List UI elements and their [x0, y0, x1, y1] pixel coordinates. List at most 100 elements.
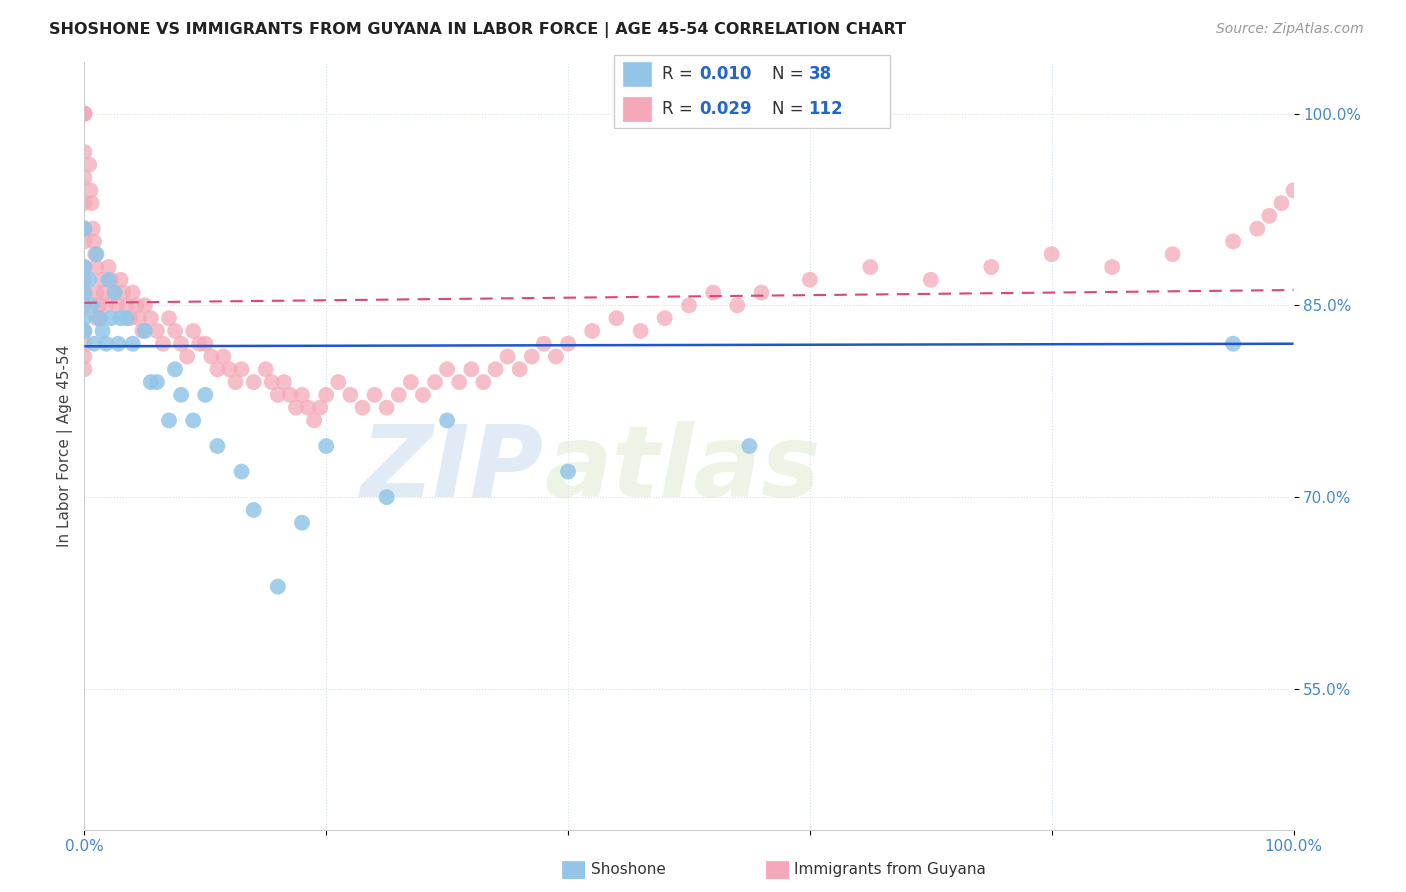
Point: [309, 401, 332, 415]
Point: [73, 260, 96, 274]
Point: [80, 196, 103, 211]
Point: [86, 285, 108, 300]
Point: [73, 324, 96, 338]
Bar: [623, 62, 651, 87]
Point: [859, 260, 882, 274]
Point: [267, 388, 290, 402]
Point: [181, 413, 204, 427]
Text: N =: N =: [772, 100, 808, 118]
Point: [84, 247, 107, 261]
Text: Shoshone: Shoshone: [591, 863, 665, 877]
Point: [1101, 260, 1123, 274]
Point: [375, 490, 398, 504]
Point: [94, 298, 117, 312]
Point: [146, 324, 169, 338]
Point: [194, 336, 217, 351]
Point: [125, 298, 148, 312]
Point: [104, 285, 127, 300]
Point: [77, 158, 100, 172]
Point: [472, 375, 495, 389]
Point: [1270, 196, 1292, 211]
Point: [73, 106, 96, 120]
Point: [146, 375, 169, 389]
Text: 0.029: 0.029: [699, 100, 751, 118]
Point: [1222, 336, 1244, 351]
Point: [100, 311, 122, 326]
Point: [291, 516, 314, 530]
Point: [165, 324, 187, 338]
Point: [557, 336, 579, 351]
Point: [242, 375, 264, 389]
Point: [73, 362, 96, 376]
Text: 0.010: 0.010: [699, 65, 751, 83]
Point: [73, 221, 96, 235]
Point: [73, 324, 96, 338]
Point: [73, 285, 96, 300]
Bar: [623, 96, 651, 121]
Point: [83, 235, 105, 249]
Point: [188, 336, 211, 351]
Text: ZIP: ZIP: [361, 420, 544, 517]
Point: [86, 311, 108, 326]
Point: [231, 362, 253, 376]
Point: [134, 298, 156, 312]
Point: [110, 311, 132, 326]
Point: [388, 388, 411, 402]
Point: [152, 336, 174, 351]
Point: [91, 324, 114, 338]
Point: [738, 439, 761, 453]
Point: [134, 324, 156, 338]
Point: [115, 298, 138, 312]
Point: [121, 336, 143, 351]
Point: [73, 311, 96, 326]
Point: [291, 388, 314, 402]
Point: [170, 388, 193, 402]
Point: [315, 439, 337, 453]
Point: [200, 350, 222, 364]
Point: [79, 183, 101, 197]
Point: [225, 375, 247, 389]
Point: [980, 260, 1002, 274]
Point: [509, 362, 531, 376]
Point: [104, 285, 127, 300]
Y-axis label: In Labor Force | Age 45-54: In Labor Force | Age 45-54: [58, 345, 73, 547]
Text: Source: ZipAtlas.com: Source: ZipAtlas.com: [1216, 22, 1364, 37]
Point: [87, 298, 110, 312]
Point: [496, 350, 519, 364]
Point: [73, 285, 96, 300]
Point: [557, 465, 579, 479]
Point: [654, 311, 676, 326]
Point: [544, 350, 567, 364]
Point: [73, 336, 96, 351]
Point: [80, 298, 103, 312]
Text: N =: N =: [772, 65, 808, 83]
Point: [423, 375, 446, 389]
Text: 38: 38: [808, 65, 831, 83]
Point: [231, 465, 253, 479]
Text: Immigrants from Guyana: Immigrants from Guyana: [794, 863, 986, 877]
Point: [273, 375, 295, 389]
Point: [115, 311, 138, 326]
FancyBboxPatch shape: [614, 55, 890, 128]
Point: [87, 311, 110, 326]
Text: 112: 112: [808, 100, 844, 118]
Point: [128, 311, 150, 326]
Point: [157, 311, 180, 326]
Point: [1161, 247, 1184, 261]
Point: [170, 336, 193, 351]
Point: [363, 388, 385, 402]
Point: [328, 375, 350, 389]
Point: [73, 298, 96, 312]
Point: [242, 503, 264, 517]
Point: [176, 350, 198, 364]
Point: [165, 362, 187, 376]
Point: [520, 350, 543, 364]
Point: [73, 196, 96, 211]
Point: [73, 106, 96, 120]
Point: [73, 106, 96, 120]
Point: [533, 336, 555, 351]
Point: [278, 388, 301, 402]
Point: [399, 375, 422, 389]
Point: [207, 362, 229, 376]
Point: [97, 273, 120, 287]
